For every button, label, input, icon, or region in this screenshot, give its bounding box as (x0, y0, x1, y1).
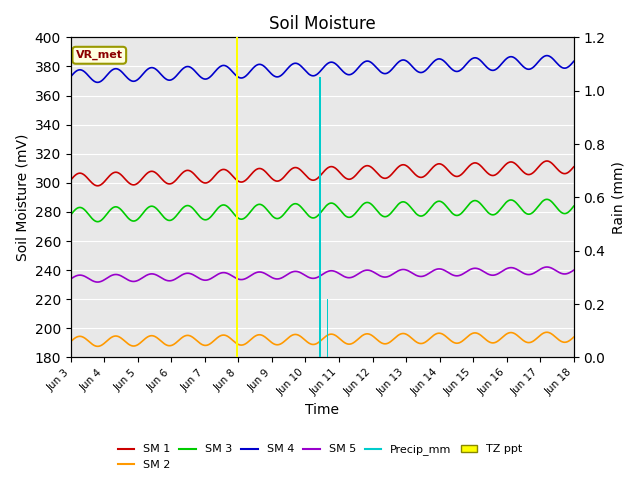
X-axis label: Time: Time (305, 403, 339, 417)
Title: Soil Moisture: Soil Moisture (269, 15, 376, 33)
Y-axis label: Soil Moisture (mV): Soil Moisture (mV) (15, 134, 29, 261)
Bar (319, 77, 321, 358)
Text: VR_met: VR_met (76, 50, 123, 60)
Y-axis label: Rain (mm): Rain (mm) (611, 161, 625, 234)
Legend: SM 1, SM 2, SM 3, SM 4, SM 5, Precip_mm, TZ ppt: SM 1, SM 2, SM 3, SM 4, SM 5, Precip_mm,… (113, 440, 527, 474)
Bar (236, 37, 237, 358)
Bar (326, 299, 328, 358)
